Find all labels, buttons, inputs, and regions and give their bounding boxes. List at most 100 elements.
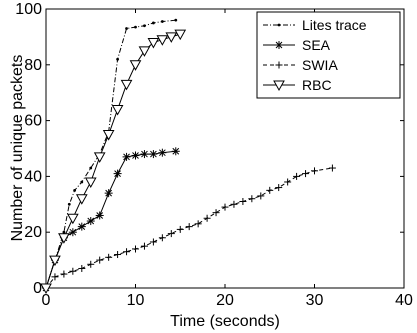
data-point	[212, 209, 220, 217]
data-point	[221, 203, 229, 211]
legend-label: RBC	[302, 77, 332, 93]
data-point	[69, 267, 77, 275]
data-point	[104, 189, 113, 198]
data-point	[275, 61, 283, 69]
data-point	[62, 230, 66, 234]
y-tick-label: 40	[24, 168, 42, 185]
data-point	[257, 192, 265, 200]
series-sea	[42, 147, 180, 292]
data-point	[60, 270, 68, 278]
data-point	[80, 180, 84, 184]
data-point	[156, 35, 169, 46]
data-point	[149, 238, 157, 246]
y-tick-label: 0	[33, 280, 42, 297]
y-axis-title: Number of unique packets	[9, 55, 26, 242]
data-point	[275, 41, 283, 49]
data-point	[78, 264, 86, 272]
data-point	[86, 217, 95, 226]
data-point	[116, 57, 119, 61]
data-point	[140, 150, 149, 159]
y-tick-label: 20	[24, 224, 42, 241]
x-tick-label: 40	[395, 292, 413, 309]
data-point	[67, 202, 71, 206]
data-point	[73, 188, 77, 192]
y-tick-label: 60	[24, 113, 42, 130]
data-point	[75, 194, 88, 205]
x-axis-title: Time (seconds)	[170, 313, 280, 330]
data-point	[113, 169, 122, 178]
data-point	[273, 80, 285, 92]
x-tick-label: 0	[42, 292, 51, 309]
data-point	[84, 177, 97, 189]
data-point	[93, 152, 106, 163]
data-point	[152, 21, 155, 25]
data-point	[51, 273, 59, 281]
legend: Lites trace SEA SWIA RBC	[256, 11, 401, 99]
data-point	[230, 200, 238, 208]
data-point	[275, 184, 283, 192]
series-line	[45, 19, 176, 289]
data-point	[266, 186, 274, 194]
legend-item: RBC	[263, 77, 332, 93]
data-point	[58, 233, 70, 244]
data-point	[123, 248, 131, 256]
data-point	[87, 260, 95, 268]
legend-item: SWIA	[263, 57, 338, 73]
data-point	[328, 164, 336, 172]
data-point	[167, 230, 175, 238]
data-point	[239, 198, 247, 206]
data-point	[129, 60, 142, 71]
legend-item: SEA	[263, 37, 331, 53]
data-point	[174, 18, 178, 22]
data-point	[105, 253, 113, 261]
data-point	[114, 251, 122, 259]
x-tick-label: 30	[306, 292, 324, 309]
data-point	[311, 167, 318, 175]
legend-label: Lites trace	[302, 17, 367, 33]
data-point	[131, 151, 140, 160]
data-point	[120, 79, 133, 91]
data-point	[102, 130, 115, 141]
data-point	[194, 220, 202, 228]
x-tick-label: 10	[127, 292, 145, 309]
data-point	[125, 27, 128, 30]
data-point	[111, 104, 124, 116]
data-point	[171, 147, 180, 156]
y-tick-label: 100	[15, 1, 42, 18]
data-point	[165, 32, 178, 43]
legend-item: Lites trace	[263, 17, 367, 33]
data-point	[185, 223, 193, 231]
series-swia	[42, 164, 336, 292]
data-point	[158, 234, 166, 242]
data-point	[140, 242, 148, 250]
series-line	[45, 150, 176, 289]
series-rbc	[40, 29, 187, 295]
data-point	[122, 152, 131, 161]
data-point	[96, 256, 104, 264]
data-point	[132, 245, 139, 253]
data-point	[138, 46, 151, 57]
data-point	[67, 213, 79, 225]
data-point	[284, 178, 292, 186]
data-point	[293, 172, 301, 180]
data-point	[77, 222, 86, 231]
data-point	[143, 24, 146, 28]
data-point	[147, 37, 160, 49]
data-point	[160, 20, 164, 23]
data-point	[149, 150, 158, 159]
data-point	[203, 214, 211, 222]
data-point	[277, 23, 281, 27]
data-point	[95, 211, 104, 220]
x-tick-label: 20	[216, 292, 234, 309]
data-point	[40, 283, 52, 295]
legend-label: SEA	[302, 37, 331, 53]
data-point	[89, 166, 93, 170]
data-point	[134, 25, 137, 29]
data-point	[302, 170, 310, 178]
data-point	[49, 255, 61, 267]
legend-label: SWIA	[302, 57, 338, 73]
data-point	[174, 29, 187, 41]
series-line	[45, 33, 181, 289]
series-layer	[40, 18, 336, 295]
data-point	[68, 228, 77, 237]
